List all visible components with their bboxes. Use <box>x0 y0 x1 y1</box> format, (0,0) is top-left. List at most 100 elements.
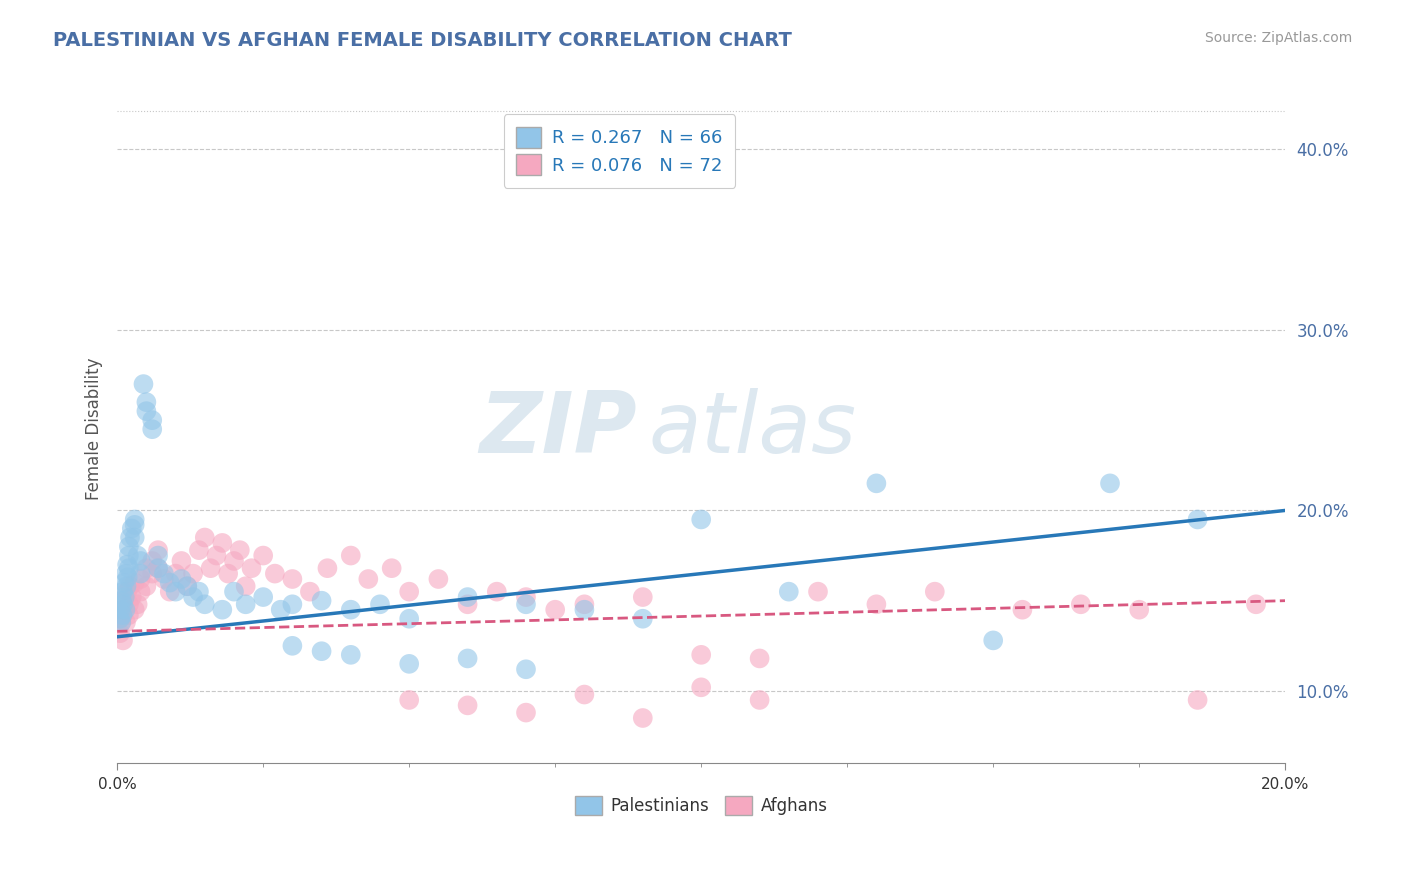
Point <box>339 648 361 662</box>
Point <box>124 531 146 545</box>
Point <box>281 572 304 586</box>
Point <box>1128 603 1150 617</box>
Point <box>690 648 713 662</box>
Point <box>515 590 537 604</box>
Point <box>118 597 141 611</box>
Point <box>924 584 946 599</box>
Point <box>194 597 217 611</box>
Point <box>146 561 169 575</box>
Point <box>129 554 152 568</box>
Point <box>690 681 713 695</box>
Point <box>170 554 193 568</box>
Point <box>111 603 134 617</box>
Point <box>194 531 217 545</box>
Point <box>457 597 479 611</box>
Point <box>807 584 830 599</box>
Legend: Palestinians, Afghans: Palestinians, Afghans <box>568 789 834 822</box>
Point <box>398 612 420 626</box>
Point <box>748 693 770 707</box>
Point <box>165 584 187 599</box>
Point <box>281 597 304 611</box>
Point <box>118 579 141 593</box>
Y-axis label: Female Disability: Female Disability <box>86 358 103 500</box>
Point <box>339 549 361 563</box>
Point <box>211 603 233 617</box>
Point <box>135 395 157 409</box>
Point <box>981 633 1004 648</box>
Point <box>118 561 141 575</box>
Point <box>108 626 131 640</box>
Text: PALESTINIAN VS AFGHAN FEMALE DISABILITY CORRELATION CHART: PALESTINIAN VS AFGHAN FEMALE DISABILITY … <box>53 31 793 50</box>
Point <box>112 633 135 648</box>
Point <box>427 572 450 586</box>
Point <box>124 603 146 617</box>
Point <box>263 566 285 581</box>
Point <box>115 566 138 581</box>
Point <box>124 517 146 532</box>
Point <box>398 657 420 671</box>
Point <box>515 597 537 611</box>
Point <box>865 597 887 611</box>
Point <box>631 711 654 725</box>
Point <box>112 584 135 599</box>
Point <box>398 584 420 599</box>
Point <box>127 549 149 563</box>
Point <box>176 579 198 593</box>
Point <box>181 590 204 604</box>
Point <box>146 561 169 575</box>
Point <box>865 476 887 491</box>
Point <box>316 561 339 575</box>
Point <box>339 603 361 617</box>
Point <box>544 603 567 617</box>
Point <box>270 603 292 617</box>
Point <box>690 512 713 526</box>
Point <box>1070 597 1092 611</box>
Point <box>129 566 152 581</box>
Point <box>457 651 479 665</box>
Point <box>357 572 380 586</box>
Point <box>1244 597 1267 611</box>
Point <box>115 558 138 572</box>
Point <box>222 584 245 599</box>
Point <box>252 590 274 604</box>
Point <box>631 612 654 626</box>
Point <box>200 561 222 575</box>
Point <box>159 575 181 590</box>
Point <box>574 688 596 702</box>
Point <box>110 603 132 617</box>
Point <box>1098 476 1121 491</box>
Point <box>118 549 141 563</box>
Point <box>240 561 263 575</box>
Point <box>146 543 169 558</box>
Point <box>115 615 138 630</box>
Point <box>124 512 146 526</box>
Point <box>132 377 155 392</box>
Point <box>188 543 211 558</box>
Point <box>111 608 134 623</box>
Point <box>115 579 138 593</box>
Point <box>127 597 149 611</box>
Point <box>135 561 157 575</box>
Point <box>1011 603 1033 617</box>
Point <box>118 531 141 545</box>
Point <box>252 549 274 563</box>
Point <box>135 404 157 418</box>
Point <box>121 521 143 535</box>
Point <box>235 579 257 593</box>
Point <box>124 575 146 590</box>
Point <box>110 615 132 630</box>
Point <box>141 566 163 581</box>
Point <box>112 597 135 611</box>
Point <box>129 584 152 599</box>
Point <box>170 572 193 586</box>
Point <box>311 644 333 658</box>
Point <box>112 593 135 607</box>
Point <box>108 612 131 626</box>
Point <box>188 584 211 599</box>
Point <box>135 579 157 593</box>
Point <box>281 639 304 653</box>
Point <box>110 615 132 630</box>
Point <box>114 590 136 604</box>
Point <box>457 698 479 713</box>
Point <box>515 706 537 720</box>
